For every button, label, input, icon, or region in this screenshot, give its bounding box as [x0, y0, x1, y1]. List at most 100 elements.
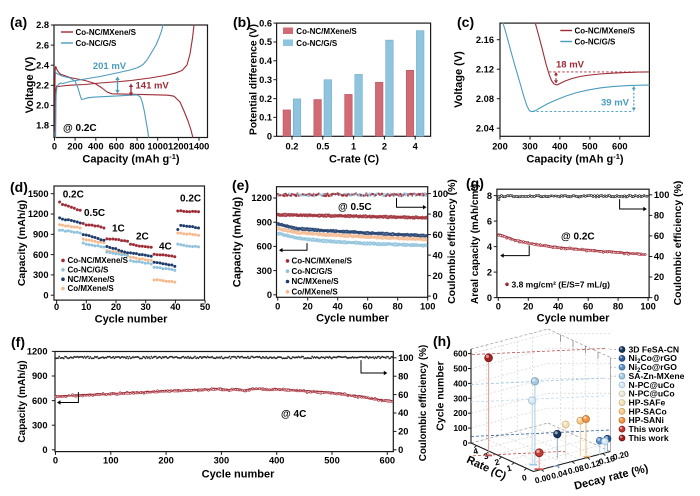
- svg-text:0: 0: [42, 445, 47, 455]
- svg-text:@ 0.5C: @ 0.5C: [338, 202, 372, 213]
- svg-text:0: 0: [267, 290, 272, 300]
- svg-text:0.5: 0.5: [316, 142, 329, 152]
- svg-text:500: 500: [453, 364, 467, 374]
- svg-text:Co-NC/MXene/S: Co-NC/MXene/S: [296, 27, 357, 36]
- svg-text:0: 0: [275, 302, 280, 312]
- svg-text:This work: This work: [629, 424, 669, 434]
- svg-text:0: 0: [463, 438, 468, 448]
- svg-text:2.0: 2.0: [36, 101, 49, 111]
- svg-text:Voltage (V): Voltage (V): [24, 56, 36, 113]
- svg-text:Areal capacity (mAh/cm²): Areal capacity (mAh/cm²): [470, 184, 481, 304]
- svg-text:Cycle number: Cycle number: [537, 313, 610, 325]
- svg-text:100: 100: [103, 456, 119, 466]
- svg-text:1C: 1C: [112, 224, 125, 235]
- svg-text:Co-NC/G/S: Co-NC/G/S: [575, 38, 617, 47]
- svg-text:40: 40: [398, 408, 408, 418]
- svg-text:800: 800: [129, 142, 145, 152]
- svg-text:3.8 mg/cm² (E/S=7 mL/g): 3.8 mg/cm² (E/S=7 mL/g): [512, 280, 611, 290]
- svg-text:(f): (f): [11, 334, 25, 350]
- svg-text:0.08: 0.08: [567, 462, 585, 476]
- svg-text:30: 30: [141, 302, 151, 312]
- svg-text:0: 0: [487, 293, 492, 303]
- svg-text:1.8: 1.8: [36, 121, 49, 131]
- svg-text:400: 400: [269, 456, 285, 466]
- svg-text:4: 4: [487, 242, 493, 252]
- svg-text:0: 0: [53, 456, 58, 466]
- svg-text:0.5C: 0.5C: [84, 208, 105, 219]
- svg-text:100: 100: [640, 302, 656, 312]
- svg-text:40: 40: [433, 250, 443, 260]
- svg-text:300: 300: [214, 456, 230, 466]
- svg-text:8: 8: [487, 191, 492, 201]
- svg-text:0.5: 0.5: [259, 37, 272, 47]
- svg-text:0.2C: 0.2C: [180, 194, 201, 205]
- svg-text:N-PC@uCo: N-PC@uCo: [629, 380, 675, 390]
- svg-text:100: 100: [398, 353, 414, 363]
- svg-text:1400: 1400: [189, 142, 210, 152]
- svg-text:900: 900: [32, 371, 48, 381]
- svg-text:Co-NC/G/S: Co-NC/G/S: [68, 265, 110, 274]
- svg-text:0: 0: [654, 293, 659, 303]
- svg-text:NC/MXene/S: NC/MXene/S: [68, 275, 116, 284]
- svg-text:Coulombic efficiency (%): Coulombic efficiency (%): [672, 181, 684, 306]
- svg-text:18 mV: 18 mV: [556, 60, 585, 71]
- svg-text:0.2: 0.2: [286, 142, 299, 152]
- svg-text:HP-SACo: HP-SACo: [629, 406, 667, 416]
- svg-text:80: 80: [613, 302, 623, 312]
- svg-text:100: 100: [453, 423, 467, 433]
- svg-text:0: 0: [43, 290, 48, 300]
- svg-text:0: 0: [54, 302, 59, 312]
- svg-text:Co-NC/MXene/S: Co-NC/MXene/S: [68, 256, 129, 265]
- svg-text:200: 200: [453, 408, 467, 418]
- svg-text:500: 500: [582, 142, 598, 152]
- svg-text:HP-SAFe: HP-SAFe: [629, 398, 666, 408]
- svg-text:1200: 1200: [27, 347, 48, 357]
- svg-text:2: 2: [487, 267, 492, 277]
- svg-text:40: 40: [170, 302, 180, 312]
- svg-text:200: 200: [492, 142, 508, 152]
- svg-text:1200: 1200: [28, 209, 49, 219]
- svg-text:500: 500: [324, 456, 340, 466]
- svg-text:600: 600: [33, 250, 49, 260]
- svg-text:NC/MXene/S: NC/MXene/S: [292, 277, 340, 286]
- svg-text:@ 0.2C: @ 0.2C: [561, 232, 595, 243]
- svg-text:0: 0: [521, 472, 528, 483]
- svg-text:40: 40: [553, 302, 563, 312]
- svg-text:Capacity (mAh/g): Capacity (mAh/g): [232, 196, 244, 287]
- svg-text:Co-NC/G/S: Co-NC/G/S: [292, 267, 334, 276]
- svg-text:80: 80: [393, 302, 403, 312]
- svg-text:2: 2: [382, 142, 387, 152]
- svg-text:Capacity (mAh/g): Capacity (mAh/g): [17, 360, 28, 442]
- svg-text:Capacity (mAh/g): Capacity (mAh/g): [16, 200, 28, 286]
- svg-text:N-PC@uCo: N-PC@uCo: [629, 389, 675, 399]
- svg-text:Cycle number: Cycle number: [316, 313, 389, 325]
- svg-text:2.16: 2.16: [476, 35, 494, 45]
- svg-text:39 mV: 39 mV: [601, 98, 630, 109]
- svg-text:0.12: 0.12: [583, 458, 601, 472]
- svg-text:Capacity (mAh g-1): Capacity (mAh g-1): [82, 152, 179, 166]
- svg-text:141 mV: 141 mV: [136, 81, 170, 92]
- svg-text:40: 40: [654, 252, 664, 262]
- svg-text:0: 0: [398, 445, 403, 455]
- svg-text:100: 100: [433, 189, 449, 199]
- svg-text:2: 2: [494, 457, 501, 468]
- svg-text:50: 50: [200, 302, 210, 312]
- svg-text:Cycle number: Cycle number: [95, 314, 168, 326]
- svg-text:100: 100: [654, 190, 670, 200]
- svg-text:100: 100: [420, 302, 436, 312]
- svg-text:2C: 2C: [136, 232, 149, 243]
- svg-text:0.16: 0.16: [598, 453, 616, 467]
- svg-text:600: 600: [612, 142, 628, 152]
- svg-text:300: 300: [33, 270, 49, 280]
- svg-text:20: 20: [523, 302, 533, 312]
- svg-text:0.2C: 0.2C: [63, 190, 84, 201]
- svg-text:2.2: 2.2: [36, 81, 49, 91]
- svg-text:(g): (g): [466, 175, 484, 191]
- svg-text:0.20: 0.20: [612, 448, 630, 462]
- svg-text:1000: 1000: [147, 142, 168, 152]
- svg-text:600: 600: [32, 396, 48, 406]
- svg-text:Ni2Co@rGO: Ni2Co@rGO: [629, 353, 678, 365]
- svg-text:Co-NC/MXene/S: Co-NC/MXene/S: [575, 27, 636, 36]
- svg-text:40: 40: [333, 302, 343, 312]
- svg-text:(e): (e): [232, 177, 249, 193]
